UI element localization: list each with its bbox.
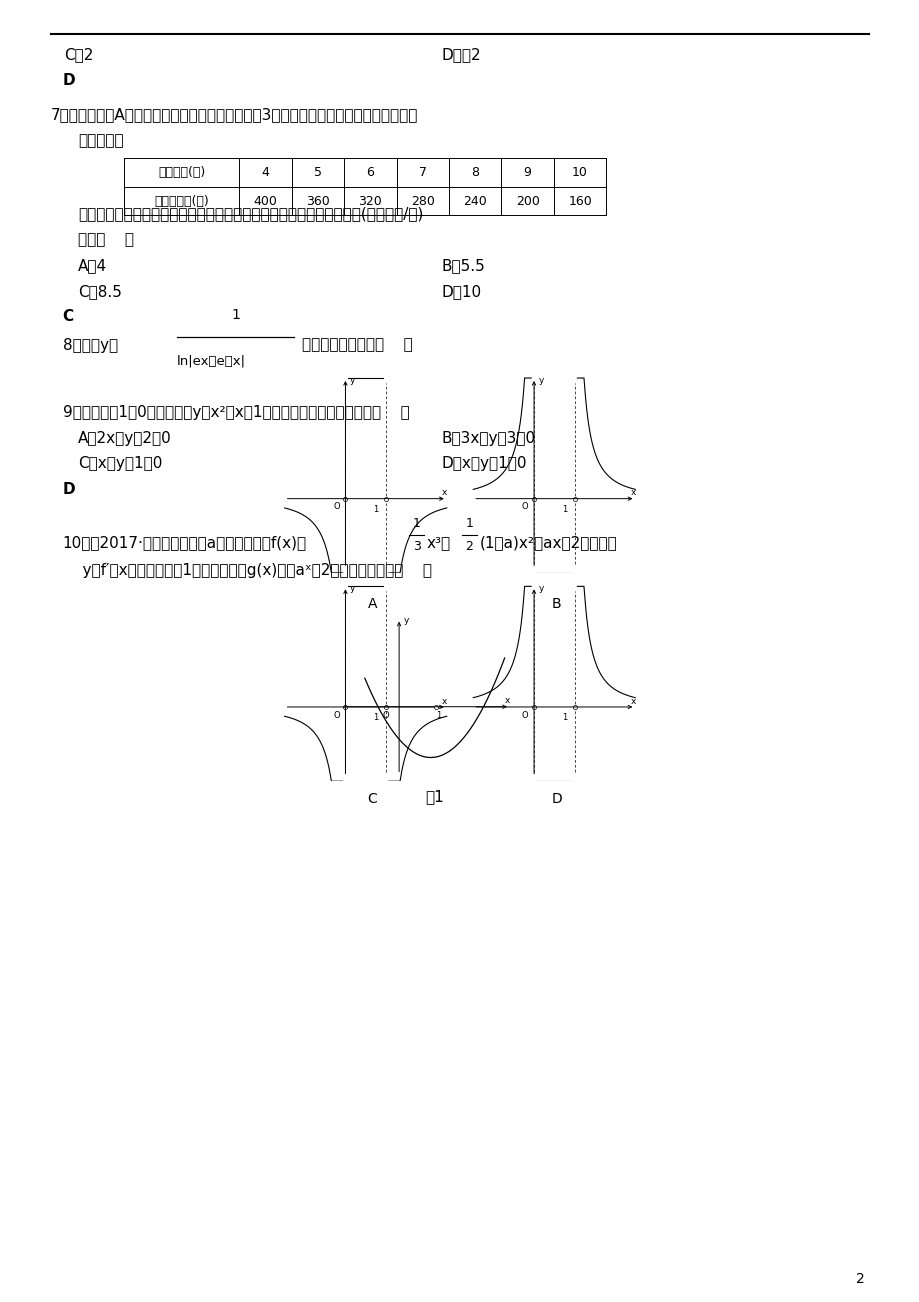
Text: 1: 1 bbox=[465, 517, 472, 530]
Text: D: D bbox=[550, 793, 562, 806]
Text: 400: 400 bbox=[254, 195, 277, 207]
Text: y: y bbox=[403, 616, 408, 625]
Text: C．x＋y＋1＝0: C．x＋y＋1＝0 bbox=[78, 456, 163, 471]
Text: C: C bbox=[62, 309, 74, 324]
Text: 日均销售量(件): 日均销售量(件) bbox=[154, 195, 209, 207]
Text: x: x bbox=[504, 697, 509, 706]
Text: 6: 6 bbox=[366, 167, 374, 178]
Text: O: O bbox=[382, 711, 389, 720]
Text: 如表所示：: 如表所示： bbox=[78, 133, 124, 148]
Text: 10: 10 bbox=[572, 167, 587, 178]
Text: 2: 2 bbox=[465, 540, 472, 553]
Text: D: D bbox=[62, 482, 75, 497]
Text: x: x bbox=[441, 488, 447, 497]
Text: (1－a)x²－ax＋2的导函数: (1－a)x²－ax＋2的导函数 bbox=[479, 535, 617, 551]
Text: 1: 1 bbox=[562, 713, 566, 721]
Text: y＝f′（x）的图象如图1所示，则函数g(x)＝｜aˣ－2｜的图象可能是（    ）: y＝f′（x）的图象如图1所示，则函数g(x)＝｜aˣ－2｜的图象可能是（ ） bbox=[62, 562, 431, 578]
Text: B: B bbox=[551, 598, 561, 611]
Text: C: C bbox=[368, 793, 377, 806]
Text: 请根据以上数据分析，要使该商品的日均销售利润最大，此商品的定价(单位：元/件): 请根据以上数据分析，要使该商品的日均销售利润最大，此商品的定价(单位：元/件) bbox=[78, 206, 423, 221]
Text: y: y bbox=[538, 585, 543, 594]
Text: 320: 320 bbox=[358, 195, 381, 207]
Text: 销售单价(元): 销售单价(元) bbox=[158, 167, 205, 178]
Text: O: O bbox=[521, 503, 528, 512]
Text: x: x bbox=[630, 697, 635, 706]
Text: 应为（    ）: 应为（ ） bbox=[78, 232, 134, 247]
Text: 1: 1 bbox=[231, 307, 240, 322]
Text: 280: 280 bbox=[411, 195, 434, 207]
Text: 4: 4 bbox=[261, 167, 269, 178]
Text: A．2x＋y＋2＝0: A．2x＋y＋2＝0 bbox=[78, 431, 172, 447]
Text: ln|ex－e－x|: ln|ex－e－x| bbox=[176, 354, 245, 367]
Text: D．x－y＋1＝0: D．x－y＋1＝0 bbox=[441, 456, 527, 471]
Text: 1: 1 bbox=[413, 517, 420, 530]
Text: B．5.5: B．5.5 bbox=[441, 258, 485, 273]
Text: A．4: A．4 bbox=[78, 258, 108, 273]
Text: 160: 160 bbox=[568, 195, 591, 207]
Text: 360: 360 bbox=[306, 195, 329, 207]
Text: 1: 1 bbox=[562, 505, 566, 513]
Text: 图1: 图1 bbox=[425, 789, 443, 805]
Text: 10．（2017·厦门模拟）已知a是常数，函数f(x)＝: 10．（2017·厦门模拟）已知a是常数，函数f(x)＝ bbox=[62, 535, 306, 551]
Text: 2: 2 bbox=[855, 1272, 864, 1285]
Text: 1: 1 bbox=[373, 713, 378, 721]
Text: y: y bbox=[349, 585, 355, 594]
Text: y: y bbox=[538, 376, 543, 385]
Text: O: O bbox=[333, 711, 339, 720]
Text: x: x bbox=[630, 488, 635, 497]
Text: 5: 5 bbox=[313, 167, 322, 178]
Text: O: O bbox=[521, 711, 528, 720]
Text: D: D bbox=[62, 73, 75, 89]
Text: C．8.5: C．8.5 bbox=[78, 284, 122, 299]
Text: x³＋: x³＋ bbox=[426, 535, 450, 551]
Text: 1: 1 bbox=[436, 711, 441, 720]
Text: y: y bbox=[349, 376, 355, 385]
Text: 的部分图象大致为（    ）: 的部分图象大致为（ ） bbox=[301, 337, 412, 353]
Text: A: A bbox=[368, 598, 377, 611]
Text: 8: 8 bbox=[471, 167, 479, 178]
Text: 7．某商场销售A型商品，已知该商品的进价是每件3元，且销售单价与日均销售量的关系: 7．某商场销售A型商品，已知该商品的进价是每件3元，且销售单价与日均销售量的关系 bbox=[51, 107, 417, 122]
Text: O: O bbox=[333, 503, 339, 512]
Text: 9．过点（－1，0）作抛物线y＝x²＋x＋1的切线，则其中一条切线为（    ）: 9．过点（－1，0）作抛物线y＝x²＋x＋1的切线，则其中一条切线为（ ） bbox=[62, 405, 409, 421]
Text: B．3x－y＋3＝0: B．3x－y＋3＝0 bbox=[441, 431, 535, 447]
Text: C．2: C．2 bbox=[64, 47, 94, 62]
Text: x: x bbox=[441, 697, 447, 706]
Text: D．10: D．10 bbox=[441, 284, 482, 299]
Text: 8．函数y＝: 8．函数y＝ bbox=[62, 337, 118, 353]
Text: D．－2: D．－2 bbox=[441, 47, 481, 62]
Text: 3: 3 bbox=[413, 540, 420, 553]
Text: 240: 240 bbox=[463, 195, 486, 207]
Text: 1: 1 bbox=[373, 505, 378, 513]
Text: 200: 200 bbox=[516, 195, 539, 207]
Text: 7: 7 bbox=[418, 167, 426, 178]
Text: 9: 9 bbox=[523, 167, 531, 178]
